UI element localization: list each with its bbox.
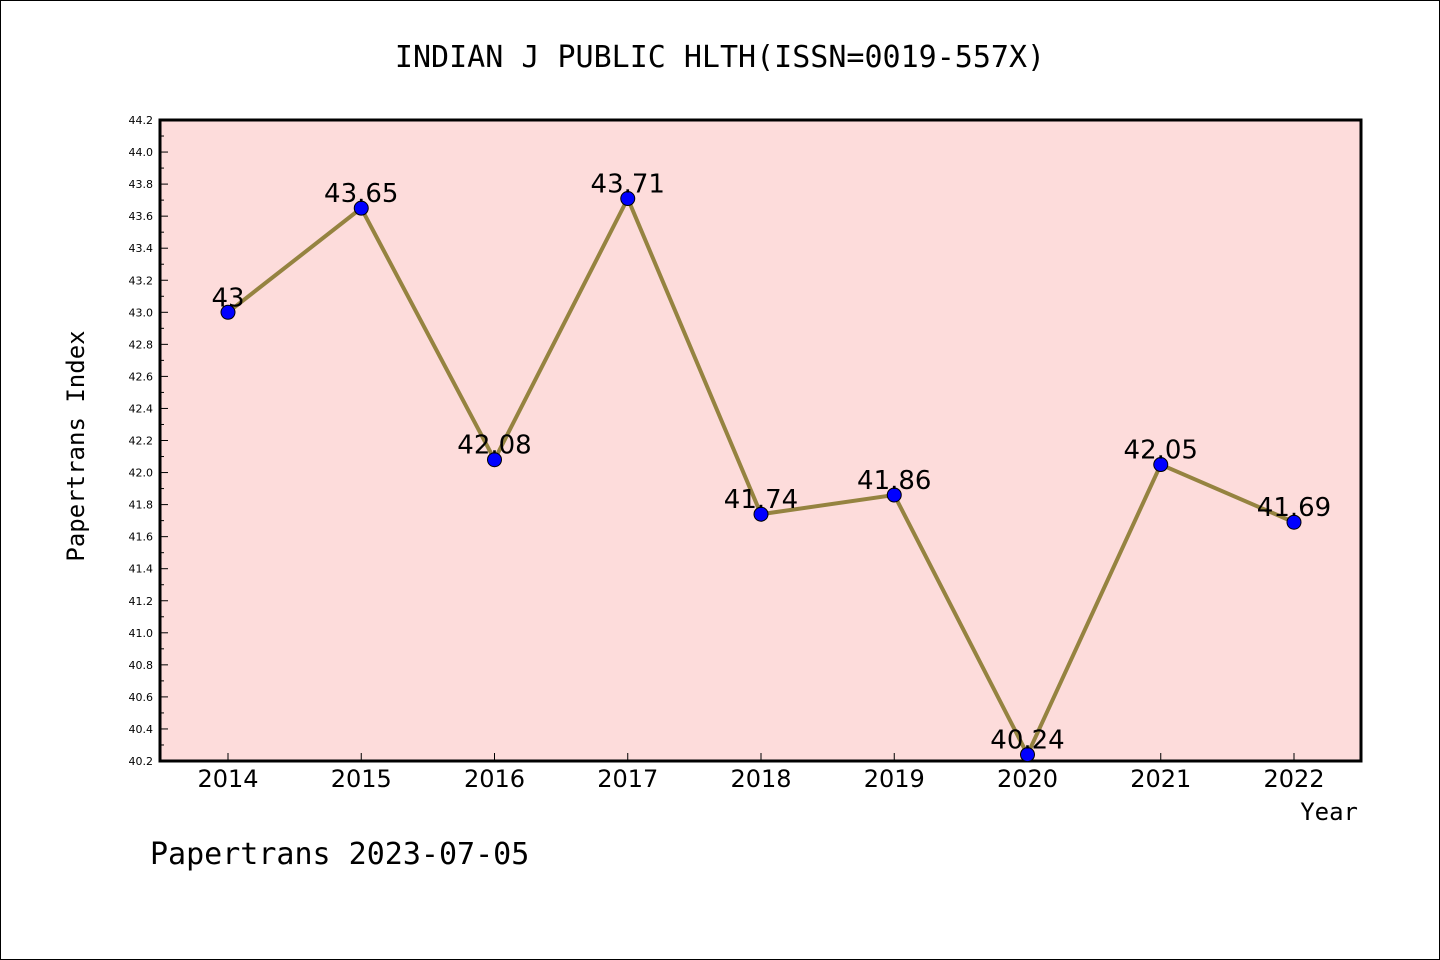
y-tick-label: 41.6 [129, 531, 154, 544]
data-point [353, 200, 369, 216]
x-tick-label: 2020 [997, 765, 1058, 793]
data-labels: 43 43.65 42.08 43.71 41.74 41.86 40.24 42.05 41.… [211, 170, 1331, 756]
y-tick-label: 43.0 [129, 306, 154, 319]
data-label: 41.86 [857, 466, 931, 496]
y-tick-label: 41.2 [129, 595, 154, 608]
data-label: 42.05 [1124, 436, 1198, 466]
data-point [1153, 457, 1169, 473]
y-tick-label: 42.6 [129, 370, 154, 383]
y-tick-label: 42.0 [129, 467, 154, 480]
plot-area [158, 118, 1363, 763]
y-axis: 40.2 40.4 40.6 40.8 41.0 41.2 41.4 41.6 41.8 42.0… [129, 114, 168, 768]
x-tick-label: 2014 [197, 765, 258, 793]
footer-credit: Papertrans 2023-07-05 [150, 837, 529, 872]
y-tick-label: 40.6 [129, 691, 154, 704]
data-label: 40.24 [990, 726, 1064, 756]
x-tick-label: 2022 [1263, 765, 1324, 793]
data-label: 42.08 [457, 431, 531, 461]
x-tick-label: 2016 [464, 765, 525, 793]
y-tick-label: 42.8 [129, 338, 154, 351]
chart-title: INDIAN J PUBLIC HLTH(ISSN=0019-557X) [395, 40, 1045, 75]
y-tick-label: 40.4 [129, 723, 154, 736]
x-tick-label: 2021 [1130, 765, 1191, 793]
y-tick-label: 43.8 [129, 178, 154, 191]
y-axis-label: Papertrans Index [62, 330, 90, 561]
data-point [1286, 514, 1302, 530]
data-point [753, 506, 769, 522]
data-label: 43.65 [324, 179, 398, 209]
y-tick-label: 43.6 [129, 210, 154, 223]
y-tick-label: 43.2 [129, 274, 154, 287]
x-tick-label: 2017 [597, 765, 658, 793]
data-label: 41.74 [724, 485, 798, 515]
y-tick-label: 41.8 [129, 499, 154, 512]
x-axis-label: Year [1300, 798, 1358, 826]
data-point [886, 487, 902, 503]
data-point [620, 191, 636, 207]
y-tick-label: 44.2 [129, 114, 154, 127]
x-tick-label: 2015 [331, 765, 392, 793]
y-tick-label: 41.4 [129, 563, 154, 576]
data-label: 41.69 [1257, 493, 1331, 523]
data-label: 43 [211, 283, 244, 313]
data-point [220, 304, 236, 320]
y-tick-label: 40.8 [129, 659, 154, 672]
x-tick-label: 2019 [864, 765, 925, 793]
data-point [487, 452, 502, 468]
y-tick-label: 42.4 [129, 402, 154, 415]
y-tick-label: 41.0 [129, 627, 154, 640]
y-tick-label: 42.2 [129, 435, 154, 448]
data-point [1020, 747, 1035, 763]
y-tick-label: 43.4 [129, 242, 154, 255]
y-tick-label: 44.0 [129, 146, 154, 159]
data-markers [220, 191, 1302, 763]
x-axis: 2014 2015 2016 2017 2018 2019 2020 2021 2022 [197, 753, 1325, 793]
x-tick-label: 2018 [730, 765, 791, 793]
y-tick-label: 40.2 [129, 755, 154, 768]
data-label: 43.71 [591, 170, 665, 200]
